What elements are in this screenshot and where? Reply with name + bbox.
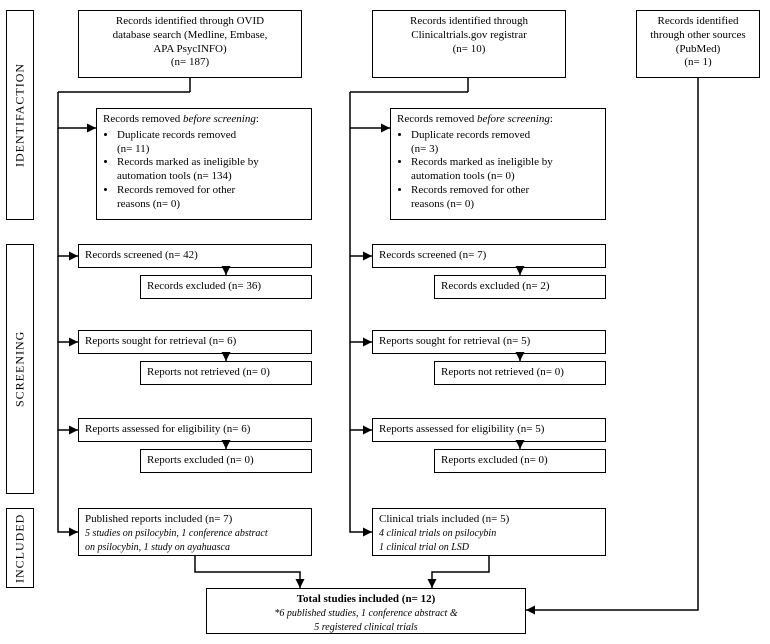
mid-rexcl: Reports excluded (n= 0) — [434, 449, 606, 473]
stage-included: INCLUDED — [6, 508, 34, 588]
total-included: Total studies included (n= 12) *6 publis… — [206, 588, 526, 634]
left-assessed: Reports assessed for eligibility (n= 6) — [78, 418, 312, 442]
mid-sought: Reports sought for retrieval (n= 5) — [372, 330, 606, 354]
removed-mid-title: Records removed — [397, 113, 477, 125]
source-ovid-l3: APA PsycINFO) — [153, 43, 226, 55]
removed-left: Records removed before screening: Duplic… — [96, 108, 312, 220]
left-sought: Reports sought for retrieval (n= 6) — [78, 330, 312, 354]
included-mid: Clinical trials included (n= 5) 4 clinic… — [372, 508, 606, 556]
source-other-l3: (PubMed) — [676, 43, 721, 55]
removed-mid-b3: Records removed for other reasons (n= 0) — [411, 184, 599, 212]
left-excluded: Records excluded (n= 36) — [140, 275, 312, 299]
mid-excluded: Records excluded (n= 2) — [434, 275, 606, 299]
mid-assessed: Reports assessed for eligibility (n= 5) — [372, 418, 606, 442]
stage-included-label: INCLUDED — [13, 513, 28, 582]
left-notret: Reports not retrieved (n= 0) — [140, 361, 312, 385]
source-ovid: Records identified through OVID database… — [78, 10, 302, 78]
stage-identification-label: IDENTIFACTION — [13, 63, 28, 167]
mid-notret: Reports not retrieved (n= 0) — [434, 361, 606, 385]
removed-mid-title-c: : — [550, 113, 553, 125]
removed-left-b1: Duplicate records removed (n= 11) — [117, 129, 305, 157]
removed-left-title-c: : — [256, 113, 259, 125]
source-ovid-l2: database search (Medline, Embase, — [113, 29, 268, 41]
removed-mid: Records removed before screening: Duplic… — [390, 108, 606, 220]
source-other-n: (n= 1) — [684, 56, 711, 68]
source-ovid-l1: Records identified through OVID — [116, 15, 264, 27]
stage-identification: IDENTIFACTION — [6, 10, 34, 220]
left-screened: Records screened (n= 42) — [78, 244, 312, 268]
removed-mid-b1: Duplicate records removed (n= 3) — [411, 129, 599, 157]
mid-screened: Records screened (n= 7) — [372, 244, 606, 268]
removed-mid-title-em: before screening — [477, 113, 550, 125]
source-ctgov: Records identified through Clinicaltrial… — [372, 10, 566, 78]
removed-mid-b2: Records marked as ineligible by automati… — [411, 156, 599, 184]
removed-left-title-em: before screening — [183, 113, 256, 125]
stage-screening: SCREENING — [6, 244, 34, 494]
removed-left-b2: Records marked as ineligible by automati… — [117, 156, 305, 184]
removed-left-b3: Records removed for other reasons (n= 0) — [117, 184, 305, 212]
source-other-l2: through other sources — [650, 29, 745, 41]
source-ctgov-l1: Records identified through — [410, 15, 528, 27]
left-rexcl: Reports excluded (n= 0) — [140, 449, 312, 473]
source-other: Records identified through other sources… — [636, 10, 760, 78]
stage-screening-label: SCREENING — [13, 331, 28, 407]
source-ovid-n: (n= 187) — [171, 56, 209, 68]
source-ctgov-l2: Clinicaltrials.gov registrar — [411, 29, 526, 41]
included-left: Published reports included (n= 7) 5 stud… — [78, 508, 312, 556]
source-ctgov-n: (n= 10) — [453, 43, 486, 55]
removed-left-title: Records removed — [103, 113, 183, 125]
source-other-l1: Records identified — [658, 15, 739, 27]
